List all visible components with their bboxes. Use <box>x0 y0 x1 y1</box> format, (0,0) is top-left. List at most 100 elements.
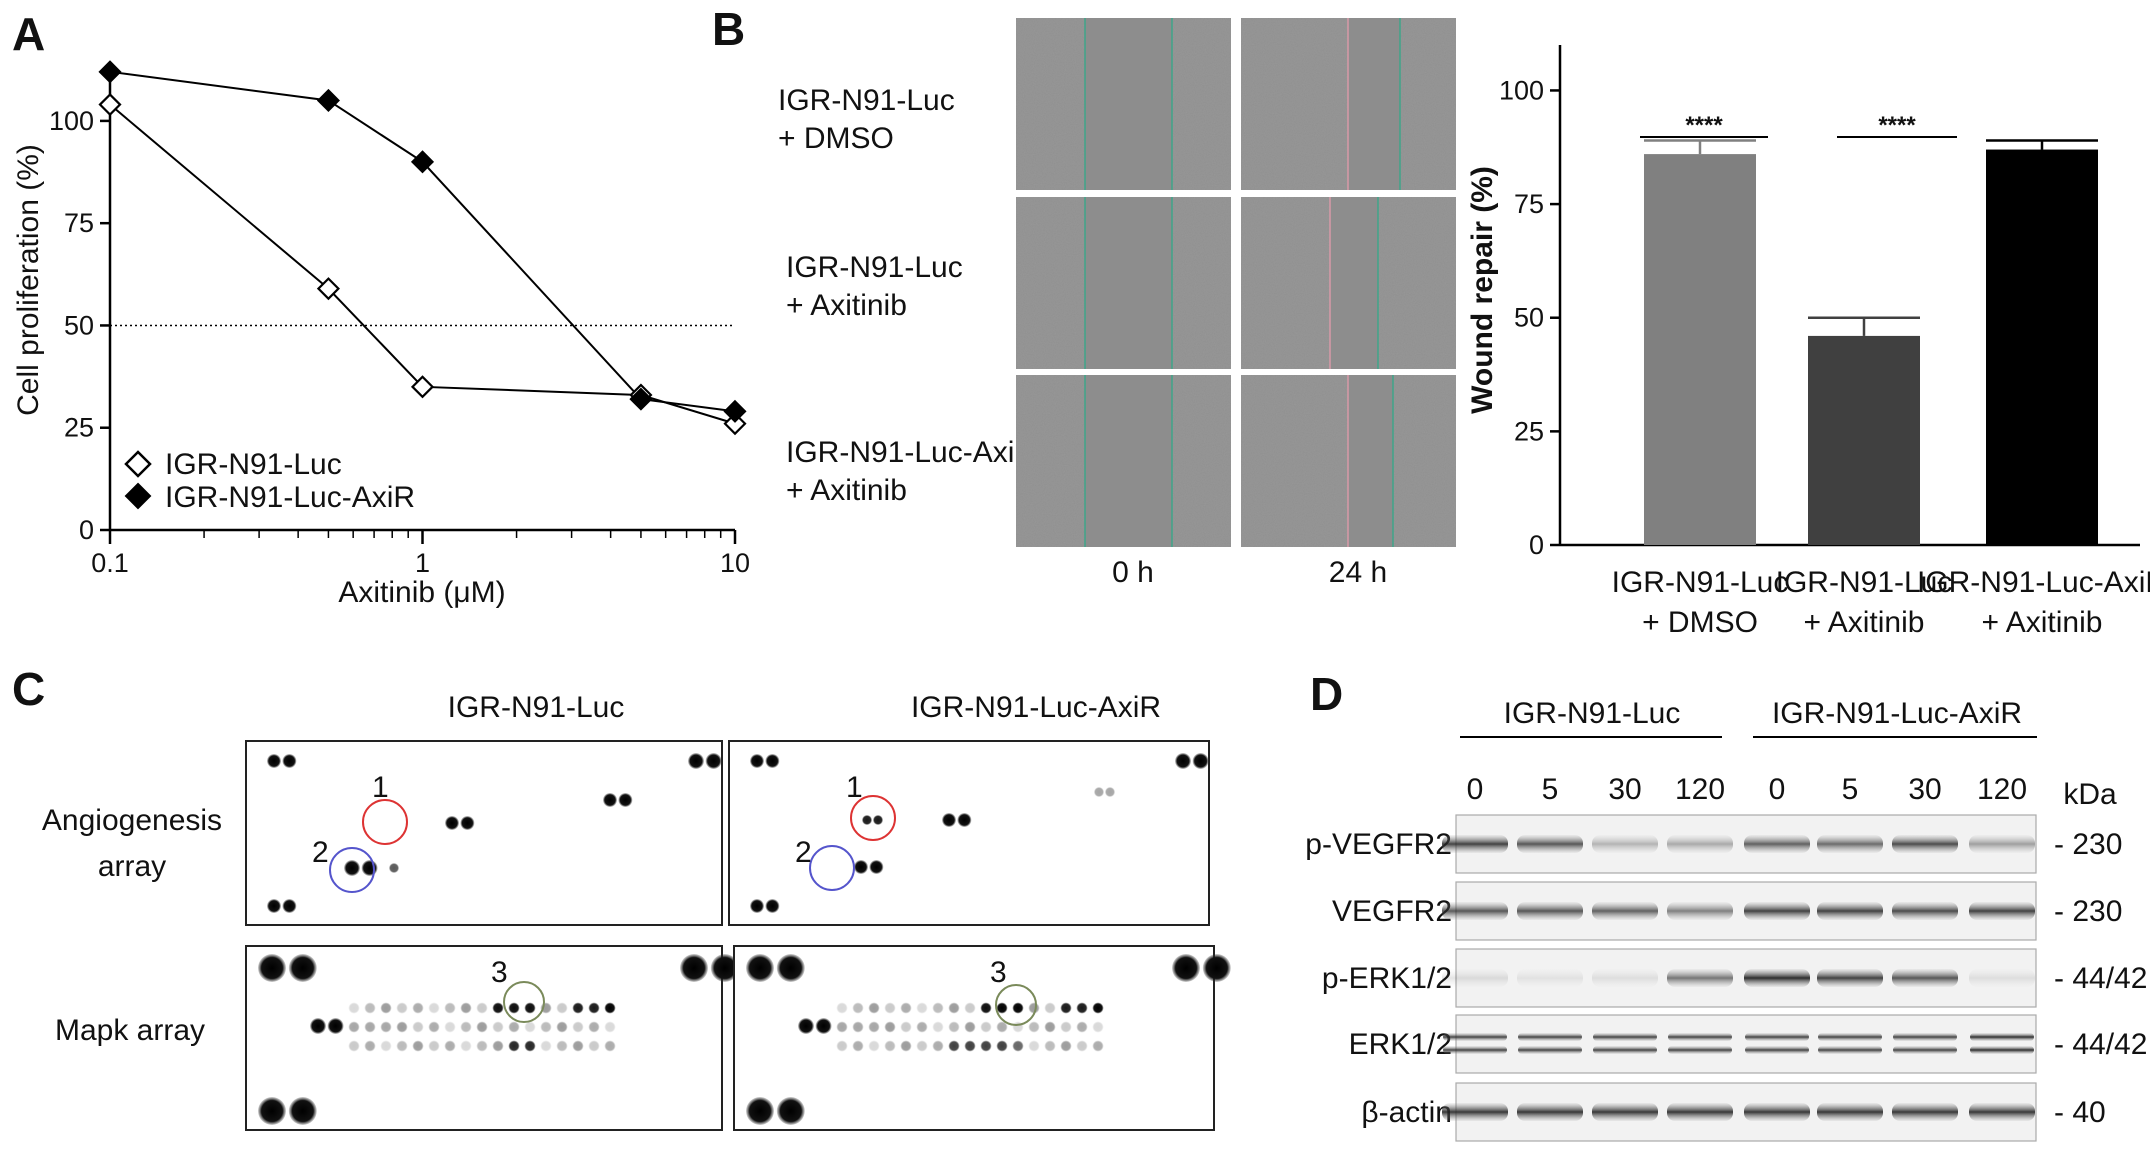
array-spot <box>1192 753 1209 769</box>
array-spot <box>852 1002 864 1014</box>
blot-band <box>1442 1103 1508 1121</box>
array-spot <box>916 1040 928 1052</box>
blot-band <box>1593 1033 1657 1041</box>
blot-band <box>1744 969 1810 987</box>
array-spot <box>327 1018 344 1034</box>
array-membrane <box>245 945 723 1131</box>
array-spot <box>348 1021 360 1033</box>
data-point-axir <box>316 88 340 113</box>
blot-band <box>1818 1033 1882 1041</box>
blot-band <box>1443 1033 1507 1041</box>
array-spot <box>588 1040 600 1052</box>
annotation-number-1-axir: 1 <box>846 771 863 804</box>
array-spot <box>932 1002 944 1014</box>
blot-band <box>1667 969 1733 987</box>
blot-band <box>1593 1046 1657 1054</box>
array-spot <box>524 1002 536 1014</box>
annotation-circle-2-luc <box>329 847 375 893</box>
blot-band <box>1892 902 1958 920</box>
annotation-number-2-luc: 2 <box>312 836 329 869</box>
y-tick-label: 0 <box>79 515 94 545</box>
array-spot <box>836 1040 848 1052</box>
array-spot <box>604 1002 616 1014</box>
array-row-title-angiogenesis-2: array <box>98 850 166 883</box>
y-tick-label: 75 <box>64 208 94 238</box>
array-spot <box>852 1021 864 1033</box>
bar-category-label: IGR-N91-Luc <box>1776 566 1953 599</box>
array-spot <box>916 1021 928 1033</box>
array-spot <box>572 1040 584 1052</box>
array-spot <box>1076 1002 1088 1014</box>
array-spot <box>267 754 281 768</box>
blot-band <box>1667 835 1733 853</box>
array-spot <box>396 1040 408 1052</box>
row-label-axir-line1: IGR-N91-Luc-AxiR <box>786 436 1036 469</box>
legend-filled-diamond-icon <box>124 482 152 510</box>
array-spot <box>540 1021 552 1033</box>
row-label-dmso-line1: IGR-N91-Luc <box>778 84 955 117</box>
array-spot <box>1076 1021 1088 1033</box>
array-spot <box>900 1021 912 1033</box>
blot-row-label: p-VEGFR2 <box>1305 828 1452 861</box>
row-label-axitinib-line2: + Axitinib <box>786 289 907 322</box>
data-point-axir <box>410 150 435 174</box>
legend: IGR-N91-Luc IGR-N91-Luc-AxiR <box>124 448 415 514</box>
array-spot <box>396 1021 408 1033</box>
x-tick-label: 1 <box>415 548 430 578</box>
proliferation-line-chart: 0 25 50 75 100 0.1 1 10 Axitinib (μM) Cell pro… <box>12 60 750 609</box>
data-point-axir <box>629 387 653 411</box>
significance-stars-2: **** <box>1878 112 1916 139</box>
panel-d-label: D <box>1310 668 1343 720</box>
array-spot <box>884 1021 896 1033</box>
bar-y-tick-label: 75 <box>1514 189 1544 219</box>
annotation-number-1-luc: 1 <box>372 771 389 804</box>
array-col-title-axir: IGR-N91-Luc-AxiR <box>911 691 1161 724</box>
annotation-circle-3-axir <box>995 984 1037 1026</box>
array-spot <box>1044 1002 1056 1014</box>
blot-band <box>1442 835 1508 853</box>
bar-y-tick-label: 0 <box>1529 530 1544 560</box>
array-spot <box>980 1002 992 1014</box>
blot-group-luc: IGR-N91-Luc <box>1504 697 1681 730</box>
row-label-dmso-line2: + DMSO <box>778 122 894 155</box>
blot-band <box>1668 1046 1732 1054</box>
array-spot <box>1092 1040 1104 1052</box>
array-spot <box>884 1002 896 1014</box>
array-spot <box>873 815 883 825</box>
array-spot <box>364 1021 376 1033</box>
annotation-number-2-axir: 2 <box>795 836 812 869</box>
blot-row-label: ERK1/2 <box>1349 1028 1452 1061</box>
blot-row-label: β-actin <box>1361 1096 1452 1129</box>
blot-band <box>1442 902 1508 920</box>
array-spot <box>1175 753 1191 769</box>
blot-group-axir: IGR-N91-Luc-AxiR <box>1772 697 2022 730</box>
array-spot <box>750 754 764 768</box>
array-spot <box>868 1002 880 1014</box>
blot-band <box>1517 1103 1583 1121</box>
wound-gap <box>1348 18 1400 190</box>
array-spot <box>428 1002 440 1014</box>
annotation-circle-1-axir <box>850 795 896 841</box>
blot-band <box>1517 969 1583 987</box>
array-spot <box>1012 1040 1024 1052</box>
array-spot <box>310 1018 326 1034</box>
bar-y-tick-label: 25 <box>1514 416 1544 446</box>
blot-band <box>1969 969 2035 987</box>
array-spot <box>964 1040 976 1052</box>
blot-row-label: p-ERK1/2 <box>1322 962 1452 995</box>
array-spot <box>948 1040 960 1052</box>
array-spot <box>364 1002 376 1014</box>
array-spot <box>932 1021 944 1033</box>
array-spot <box>444 1002 456 1014</box>
array-spot <box>460 1021 472 1033</box>
array-spot <box>412 1040 424 1052</box>
bar <box>1644 154 1756 545</box>
array-spot <box>476 1021 488 1033</box>
data-point-luc <box>723 412 747 436</box>
array-spot <box>1092 1021 1104 1033</box>
array-spot <box>964 1021 976 1033</box>
array-spot <box>604 1021 616 1033</box>
blot-band <box>1817 1103 1883 1121</box>
blot-band <box>1744 1103 1810 1121</box>
data-point-luc <box>98 92 122 117</box>
